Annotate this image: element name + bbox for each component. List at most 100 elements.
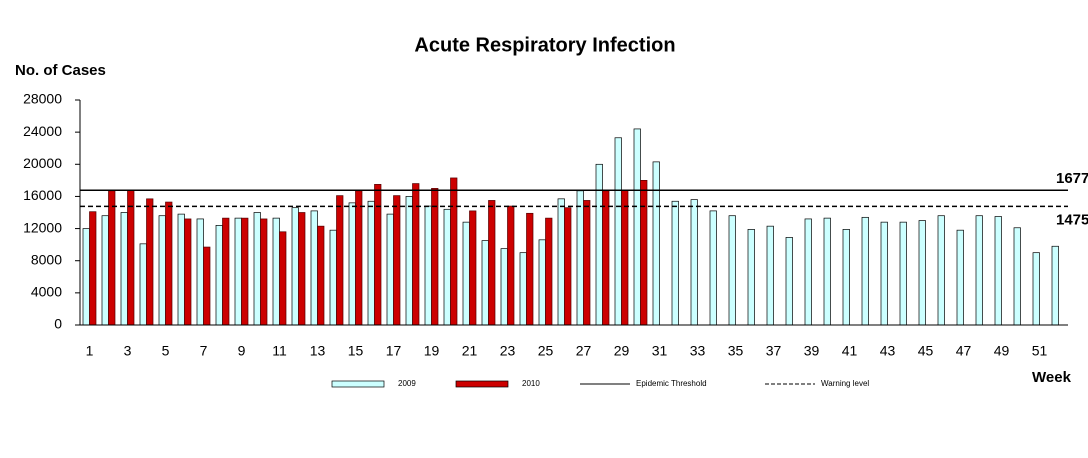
bar	[184, 218, 192, 326]
x-tick-label: 35	[728, 343, 744, 359]
bar	[652, 161, 660, 326]
y-tick-label: 12000	[23, 219, 62, 235]
x-tick-label: 11	[272, 343, 287, 359]
x-tick-label: 17	[386, 343, 402, 359]
legend-swatch	[455, 380, 509, 388]
bar	[709, 210, 717, 326]
legend-label: 2009	[398, 379, 416, 388]
bar	[203, 246, 211, 326]
bar	[279, 231, 287, 326]
bar	[443, 208, 451, 326]
bar	[640, 180, 648, 326]
bar	[405, 196, 413, 326]
bar	[614, 137, 622, 326]
x-tick-label: 7	[200, 343, 208, 359]
bar	[621, 189, 629, 326]
bar	[538, 239, 546, 326]
bar	[367, 200, 375, 326]
bar	[937, 215, 945, 326]
bar	[1051, 245, 1059, 326]
bar	[431, 188, 439, 326]
bar	[260, 218, 268, 326]
bar	[595, 163, 603, 326]
threshold-label: 14755	[1056, 211, 1088, 228]
bar	[127, 189, 135, 326]
x-tick-label: 19	[424, 343, 440, 359]
bar	[462, 221, 470, 326]
bar	[861, 216, 869, 326]
x-tick-label: 45	[918, 343, 934, 359]
bar	[82, 228, 90, 326]
bar	[545, 217, 553, 326]
x-tick-label: 47	[956, 343, 972, 359]
bar	[766, 225, 774, 326]
bar	[564, 207, 572, 326]
x-tick-label: 37	[766, 343, 782, 359]
x-tick-label: 1	[86, 343, 94, 359]
bar	[89, 211, 97, 326]
bar	[804, 218, 812, 326]
x-tick-label: 21	[462, 343, 478, 359]
y-tick-label: 8000	[31, 251, 62, 267]
bar	[348, 202, 356, 326]
bar	[1032, 252, 1040, 326]
bar	[412, 183, 420, 326]
bar	[374, 184, 382, 326]
bar	[747, 229, 755, 326]
bar	[424, 205, 432, 326]
bar	[253, 212, 261, 326]
bar	[602, 190, 610, 326]
bar	[956, 229, 964, 326]
x-tick-label: 39	[804, 343, 820, 359]
bar	[234, 217, 242, 326]
bar	[918, 220, 926, 326]
legend-label: Warning level	[821, 379, 869, 388]
x-tick-label: 33	[690, 343, 706, 359]
bar	[196, 218, 204, 326]
threshold-label: 16774	[1056, 170, 1088, 187]
bar	[994, 216, 1002, 326]
bar	[671, 200, 679, 326]
bar	[975, 215, 983, 326]
bar	[272, 217, 280, 326]
x-tick-label: 49	[994, 343, 1010, 359]
bar	[728, 215, 736, 326]
bar	[101, 215, 109, 326]
bar	[899, 221, 907, 326]
y-tick-label: 20000	[23, 155, 62, 171]
bar	[880, 221, 888, 326]
x-tick-label: 43	[880, 343, 896, 359]
bar	[165, 201, 173, 326]
x-tick-label: 25	[538, 343, 554, 359]
bar	[469, 210, 477, 326]
x-tick-label: 15	[348, 343, 364, 359]
bar	[1013, 227, 1021, 326]
bar	[785, 237, 793, 326]
bar	[222, 217, 230, 326]
bar	[291, 207, 299, 326]
x-tick-label: 51	[1032, 343, 1048, 359]
bar	[823, 217, 831, 326]
bar	[298, 212, 306, 326]
y-tick-label: 4000	[31, 284, 62, 300]
bar	[108, 190, 116, 326]
x-axis-label: Week	[1032, 369, 1072, 386]
legend-label: Epidemic Threshold	[636, 379, 707, 388]
bar	[120, 212, 128, 326]
bar	[310, 210, 318, 326]
bar	[583, 200, 591, 326]
x-tick-label: 23	[500, 343, 516, 359]
x-tick-label: 41	[842, 343, 858, 359]
bar	[241, 217, 249, 326]
y-tick-label: 28000	[23, 91, 62, 107]
bar	[519, 252, 527, 326]
bar	[329, 229, 337, 326]
bar	[481, 240, 489, 326]
bar	[557, 198, 565, 326]
x-tick-label: 3	[124, 343, 132, 359]
bar	[355, 190, 363, 326]
bar	[507, 205, 515, 326]
y-axis-label: No. of Cases	[15, 62, 106, 79]
y-tick-label: 24000	[23, 123, 62, 139]
bar	[158, 215, 166, 326]
